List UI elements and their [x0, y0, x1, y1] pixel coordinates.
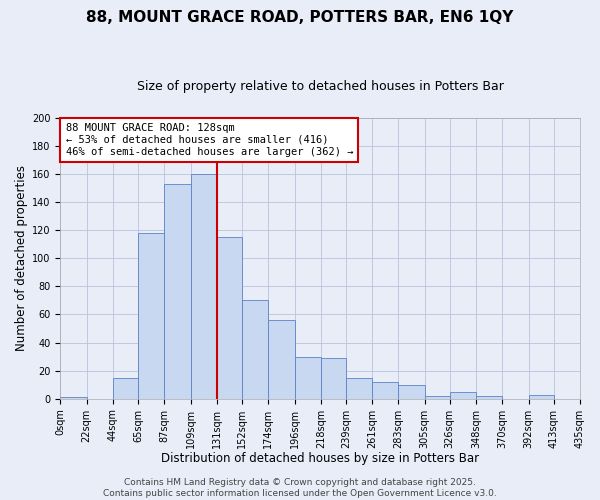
Bar	[425, 396, 450, 398]
Bar	[372, 382, 398, 398]
Title: Size of property relative to detached houses in Potters Bar: Size of property relative to detached ho…	[137, 80, 503, 93]
Bar	[295, 356, 321, 399]
Bar	[346, 378, 372, 398]
Bar	[164, 184, 191, 398]
Text: 88, MOUNT GRACE ROAD, POTTERS BAR, EN6 1QY: 88, MOUNT GRACE ROAD, POTTERS BAR, EN6 1…	[86, 10, 514, 25]
Bar	[217, 237, 242, 398]
Bar	[529, 394, 554, 398]
Bar	[321, 358, 346, 399]
Bar	[191, 174, 217, 398]
Text: 88 MOUNT GRACE ROAD: 128sqm
← 53% of detached houses are smaller (416)
46% of se: 88 MOUNT GRACE ROAD: 128sqm ← 53% of det…	[65, 124, 353, 156]
Bar	[476, 396, 502, 398]
Text: Contains HM Land Registry data © Crown copyright and database right 2025.
Contai: Contains HM Land Registry data © Crown c…	[103, 478, 497, 498]
X-axis label: Distribution of detached houses by size in Potters Bar: Distribution of detached houses by size …	[161, 452, 479, 465]
Bar	[268, 320, 295, 398]
Bar	[450, 392, 476, 398]
Bar	[398, 384, 425, 398]
Bar	[138, 233, 164, 398]
Y-axis label: Number of detached properties: Number of detached properties	[15, 166, 28, 352]
Bar	[113, 378, 138, 398]
Bar	[242, 300, 268, 398]
